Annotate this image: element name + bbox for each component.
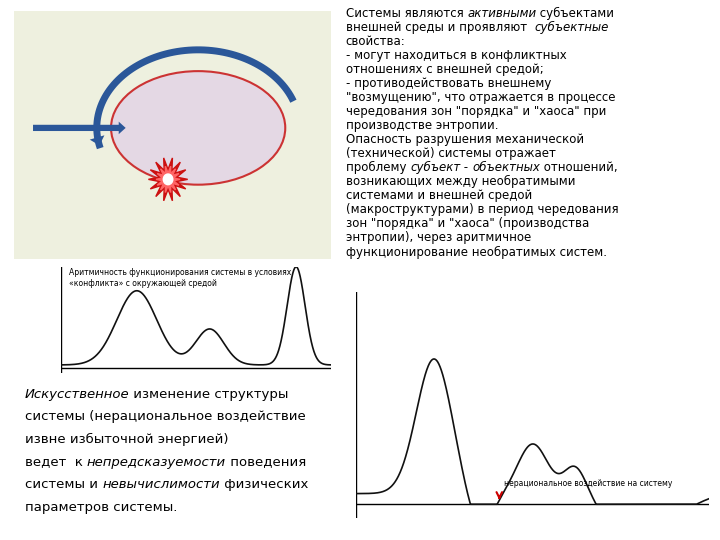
FancyBboxPatch shape [9, 5, 336, 265]
Text: энтропии), через аритмичное: энтропии), через аритмичное [346, 231, 531, 245]
Text: субъектами: субъектами [536, 6, 614, 20]
Text: (макроструктурами) в период чередования: (макроструктурами) в период чередования [346, 203, 618, 217]
Text: физических: физических [220, 478, 308, 491]
Text: субъектные: субъектные [534, 21, 608, 34]
Text: параметров системы.: параметров системы. [24, 501, 177, 514]
Text: активными: активными [467, 6, 536, 20]
Text: извне избыточной энергией): извне избыточной энергией) [24, 433, 228, 446]
Text: "возмущению", что отражается в процессе: "возмущению", что отражается в процессе [346, 91, 615, 104]
Polygon shape [156, 166, 180, 192]
Text: ведет  к: ведет к [24, 456, 87, 469]
Polygon shape [148, 158, 188, 201]
Text: свойства:: свойства: [346, 35, 405, 48]
Text: чередования зон "порядка" и "хаоса" при: чередования зон "порядка" и "хаоса" при [346, 105, 606, 118]
Text: системами и внешней средой: системами и внешней средой [346, 189, 532, 202]
Circle shape [163, 174, 173, 185]
Text: (технической) системы отражает: (технической) системы отражает [346, 147, 556, 160]
Text: отношениях с внешней средой;: отношениях с внешней средой; [346, 63, 544, 76]
Text: внешней среды и проявляют: внешней среды и проявляют [346, 21, 534, 34]
Text: Опасность разрушения механической: Опасность разрушения механической [346, 133, 584, 146]
Text: Системы являются: Системы являются [346, 6, 467, 20]
Text: Искусственное: Искусственное [24, 388, 130, 401]
Text: функционирование необратимых систем.: функционирование необратимых систем. [346, 245, 607, 259]
Text: системы и: системы и [24, 478, 102, 491]
Text: нерациональное воздействие на систему: нерациональное воздействие на систему [503, 480, 672, 489]
Text: субъект: субъект [410, 161, 460, 174]
Text: изменение структуры: изменение структуры [130, 388, 289, 401]
Text: объектных: объектных [472, 161, 540, 174]
Text: проблему: проблему [346, 161, 410, 174]
Text: отношений,: отношений, [540, 161, 618, 174]
Text: -: - [460, 161, 472, 174]
Text: Аритмичность функционирования системы в условиях
«конфликта» с окружающей средой: Аритмичность функционирования системы в … [69, 268, 292, 288]
Text: зон "порядка" и "хаоса" (производства: зон "порядка" и "хаоса" (производства [346, 217, 589, 231]
Text: системы (нерациональное воздействие: системы (нерациональное воздействие [24, 410, 305, 423]
Text: поведения: поведения [226, 456, 306, 469]
Text: возникающих между необратимыми: возникающих между необратимыми [346, 175, 575, 188]
Text: производстве энтропии.: производстве энтропии. [346, 119, 498, 132]
Text: непредсказуемости: непредсказуемости [87, 456, 226, 469]
Ellipse shape [111, 71, 285, 185]
Text: - могут находиться в конфликтных: - могут находиться в конфликтных [346, 49, 567, 62]
Text: - противодействовать внешнему: - противодействовать внешнему [346, 77, 551, 90]
Text: невычислимости: невычислимости [102, 478, 220, 491]
